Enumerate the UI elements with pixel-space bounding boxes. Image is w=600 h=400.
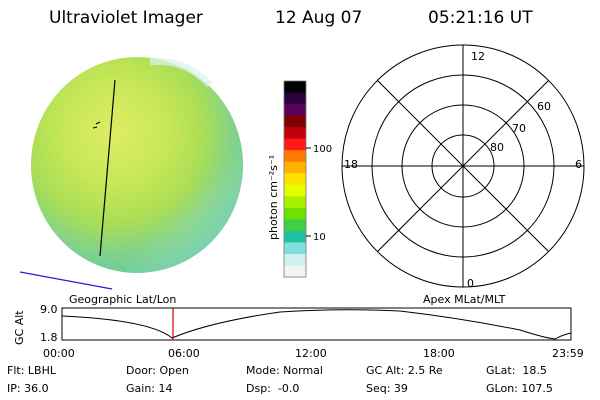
colorbar-label-10: 10 — [313, 232, 326, 243]
color-scale-bar — [284, 81, 306, 278]
polar-label-dusk: 18 — [344, 158, 358, 171]
coastline-mark — [92, 126, 98, 129]
altitude-timeline-frame — [61, 307, 572, 341]
polar-ring-label-80: 80 — [490, 141, 504, 154]
dsp-info: Dsp: -0.0 — [246, 382, 300, 395]
colorbar-segment — [284, 173, 306, 186]
color-scale-frame — [283, 80, 307, 278]
colorbar-segment — [284, 242, 306, 255]
colorbar-segment — [284, 219, 306, 232]
timeline-tick-1200: 12:00 — [295, 347, 327, 360]
glon-info: GLon: 107.5 — [486, 382, 553, 395]
colorbar-segment — [284, 92, 306, 105]
colorbar-segment — [284, 150, 306, 163]
time-label: 05:21:16 UT — [428, 8, 533, 28]
gain-info: Gain: 14 — [126, 382, 173, 395]
colorbar-label-100: 100 — [313, 144, 332, 155]
colorbar-segment — [284, 161, 306, 174]
polar-ring-label-70: 70 — [512, 122, 526, 135]
apex-label: Apex MLat/MLT — [423, 293, 506, 306]
filter-info: Flt: LBHL — [7, 364, 56, 377]
polar-label-dawn: 6 — [575, 158, 582, 171]
colorbar-unit-label: photon cm⁻²s⁻¹ — [267, 155, 280, 240]
coastline-mark — [95, 121, 101, 125]
timeline-tick-0000: 00:00 — [43, 347, 75, 360]
ip-info: IP: 36.0 — [7, 382, 49, 395]
gc-alt-info: GC Alt: 2.5 Re — [366, 364, 443, 377]
colorbar-segment — [284, 253, 306, 267]
colorbar-segment — [284, 196, 306, 209]
altitude-curve — [61, 309, 572, 340]
polar-mlt-plot — [341, 44, 585, 288]
colorbar-segment — [284, 115, 306, 128]
glat-info: GLat: 18.5 — [486, 364, 547, 377]
polar-label-midnight: 0 — [467, 277, 474, 290]
polar-ring-label-60: 60 — [537, 100, 551, 113]
colorbar-segment — [284, 184, 306, 197]
colorbar-segment — [284, 81, 306, 94]
colorbar-segment — [284, 104, 306, 117]
timeline-tick-1800: 18:00 — [423, 347, 455, 360]
mode-info: Mode: Normal — [246, 364, 323, 377]
geographic-label: Geographic Lat/Lon — [69, 293, 176, 306]
door-info: Door: Open — [126, 364, 189, 377]
blue-boundary-line — [19, 271, 113, 290]
colorbar-segment — [284, 127, 306, 140]
timeline-tick-0600: 06:00 — [168, 347, 200, 360]
date-label: 12 Aug 07 — [275, 8, 363, 28]
timeline-ymax: 9.0 — [40, 303, 58, 316]
colorbar-segment — [284, 265, 306, 278]
timeline-ymin: 1.8 — [40, 331, 58, 344]
timeline-axis-label: GC Alt — [13, 310, 26, 345]
meridian-line — [99, 79, 116, 257]
uv-earth-image — [31, 57, 243, 273]
seq-info: Seq: 39 — [366, 382, 408, 395]
colorbar-segment — [284, 138, 306, 151]
colorbar-segment — [284, 207, 306, 220]
timeline-tick-2359: 23:59 — [552, 347, 584, 360]
instrument-title: Ultraviolet Imager — [49, 8, 203, 28]
colorbar-segment — [284, 230, 306, 244]
polar-label-noon: 12 — [471, 50, 485, 63]
